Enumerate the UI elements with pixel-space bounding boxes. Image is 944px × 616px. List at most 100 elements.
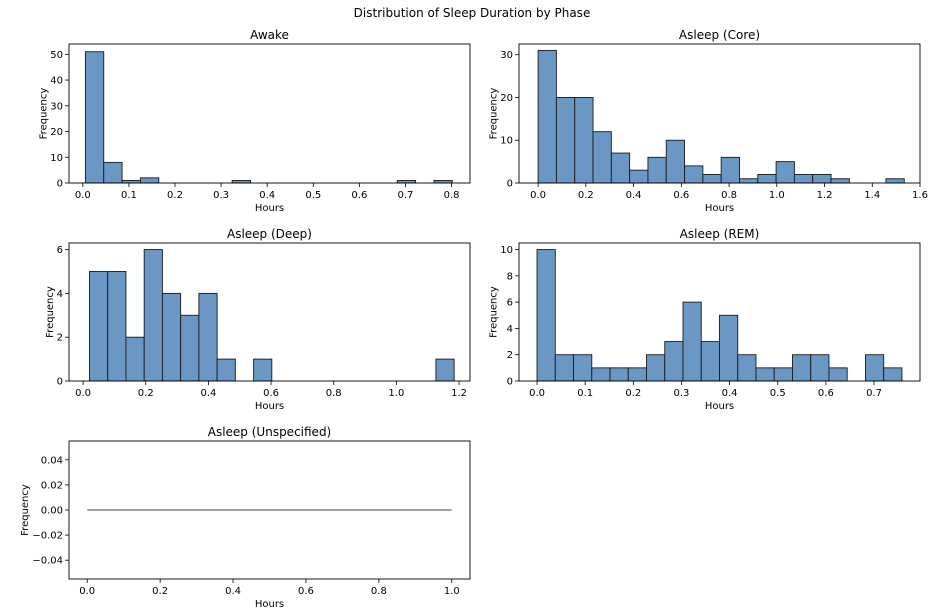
x-tick-label: 0.1 [577, 388, 593, 399]
histogram-bar [810, 354, 830, 382]
y-tick-label: 0.04 [41, 455, 63, 466]
y-axis-label: Frequency [489, 286, 500, 338]
x-axis-label: Hours [255, 599, 284, 610]
histogram-bar [682, 301, 702, 382]
x-tick-label: 0.8 [721, 190, 737, 201]
x-tick-label: 0.0 [75, 190, 91, 201]
histogram-bar [180, 314, 200, 382]
x-tick-label: 1.0 [769, 190, 785, 201]
y-axis-label: Frequency [489, 88, 500, 140]
figure-title: Distribution of Sleep Duration by Phase [353, 6, 591, 20]
histogram-bar [609, 367, 629, 382]
histogram-bar [610, 152, 631, 184]
histogram-bar [555, 97, 576, 184]
subplot-title: Asleep (Deep) [227, 227, 312, 241]
x-tick-label: 0.0 [75, 388, 91, 399]
y-tick-label: −0.02 [32, 531, 63, 542]
histogram-bar [573, 354, 593, 382]
histogram-bar [739, 178, 759, 184]
y-tick-label: 0 [507, 377, 513, 388]
x-tick-label: 1.2 [451, 388, 467, 399]
histogram-bar [591, 367, 611, 382]
histogram-bar [720, 156, 740, 184]
subplot-2: 0.0 0.2 0.4 0.6 0.8 1.0 1.2 1.4 1.6 0 10 20 30 Asleep… [489, 28, 928, 214]
histogram-bar [554, 354, 574, 382]
histogram-bar [664, 341, 684, 382]
y-tick-label: 0.02 [41, 480, 63, 491]
subplot-title: Asleep (Core) [679, 28, 760, 42]
x-tick-label: 0.7 [398, 190, 414, 201]
histogram-bar [198, 292, 218, 382]
histogram-bar [885, 178, 905, 184]
x-tick-label: 0.4 [225, 586, 241, 597]
x-tick-label: 0.0 [530, 190, 546, 201]
subplot-title: Asleep (REM) [680, 227, 760, 241]
axes-frame [68, 43, 471, 184]
histogram-bar [627, 367, 647, 382]
axes-frame [518, 43, 921, 184]
histogram-bar [773, 367, 793, 382]
x-tick-label: 0.8 [326, 388, 342, 399]
histogram-bar [665, 139, 686, 184]
subplot-title: Awake [250, 28, 289, 42]
histogram-bar [592, 131, 612, 184]
x-tick-label: 0.2 [625, 388, 641, 399]
y-tick-label: 8 [507, 271, 513, 282]
histogram-bar [161, 292, 182, 382]
histogram-bar [139, 177, 160, 184]
y-tick-label: 10 [50, 153, 63, 164]
x-tick-label: 0.4 [626, 190, 642, 201]
y-tick-label: 0 [57, 377, 63, 388]
histogram-bar [700, 341, 720, 382]
histogram-bar [143, 249, 163, 382]
y-tick-label: 30 [500, 50, 513, 61]
subplot-4: 0.0 0.1 0.2 0.3 0.4 0.5 0.6 0.7 0 2 4 6 8 10 Asleep (R… [489, 227, 921, 412]
y-tick-label: 0.00 [41, 506, 63, 517]
x-tick-label: 0.0 [79, 586, 95, 597]
y-tick-label: 6 [507, 298, 513, 309]
x-tick-label: 0.3 [213, 190, 229, 201]
x-tick-label: 0.2 [152, 586, 168, 597]
x-tick-label: 1.0 [388, 388, 404, 399]
x-axis-label: Hours [255, 401, 284, 412]
y-tick-label: 6 [57, 245, 63, 256]
y-tick-label: 30 [50, 101, 63, 112]
x-tick-label: 0.1 [121, 190, 137, 201]
histogram-bar [737, 354, 757, 382]
x-axis-label: Hours [255, 203, 284, 214]
subplot-1: 0.0 0.1 0.2 0.3 0.4 0.5 0.6 0.7 0.8 0 10 20 30 40 50 Aw… [39, 28, 471, 214]
x-tick-label: 0.0 [529, 388, 545, 399]
x-tick-label: 1.2 [817, 190, 833, 201]
x-tick-label: 1.6 [912, 190, 928, 201]
y-tick-label: 4 [507, 324, 513, 335]
subplot-title: Asleep (Unspecified) [208, 425, 332, 439]
histogram-bar [89, 271, 109, 382]
y-tick-label: 50 [50, 50, 63, 61]
x-tick-label: 1.4 [864, 190, 880, 201]
histogram-bar [883, 367, 903, 382]
x-tick-label: 0.8 [371, 586, 387, 597]
histogram-bar [647, 156, 667, 184]
x-tick-label: 1.0 [444, 586, 460, 597]
y-axis-label: Frequency [39, 88, 50, 140]
histogram-bar [702, 173, 722, 184]
histogram-bar [629, 169, 649, 184]
histogram-bar [646, 354, 666, 382]
histogram-bar [536, 249, 556, 382]
axes-frame [518, 242, 921, 382]
x-tick-label: 0.4 [722, 388, 738, 399]
axes-frame [68, 242, 471, 382]
histogram-bar [865, 354, 885, 382]
y-tick-label: 0 [57, 179, 63, 190]
subplot-5: 0.0 0.2 0.4 0.6 0.8 1.0 −0.04 −0.02 0.00 0.02 0.04… [20, 425, 471, 610]
y-tick-label: 10 [500, 136, 513, 147]
y-tick-label: 10 [500, 245, 513, 256]
histogram-bar [757, 173, 777, 184]
x-tick-label: 0.6 [351, 190, 367, 201]
x-tick-label: 0.6 [298, 586, 314, 597]
y-axis-label: Frequency [45, 286, 56, 338]
histogram-bar [435, 358, 455, 382]
x-tick-label: 0.6 [818, 388, 834, 399]
y-tick-label: 2 [57, 333, 63, 344]
